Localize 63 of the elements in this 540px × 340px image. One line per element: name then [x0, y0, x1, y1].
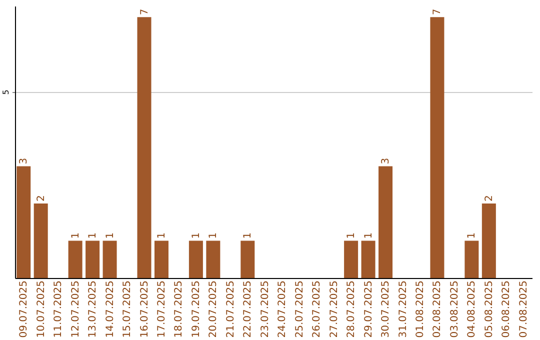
bar — [240, 240, 255, 278]
data-label: 2 — [36, 195, 47, 202]
bar — [154, 240, 168, 278]
data-label: 7 — [139, 8, 150, 16]
x-tick-label: 29.07.2025 — [363, 280, 374, 338]
bar — [482, 203, 496, 278]
bar — [361, 240, 376, 278]
bar — [86, 240, 100, 278]
x-tick-label: 14.07.2025 — [104, 280, 116, 338]
bar — [430, 17, 444, 278]
x-tick-label: 06.08.2025 — [501, 280, 512, 338]
data-label: 1 — [466, 232, 478, 239]
x-tick-label: 16.07.2025 — [139, 280, 150, 338]
x-tick-label: 15.07.2025 — [122, 280, 134, 338]
x-tick-label: 25.07.2025 — [294, 280, 306, 338]
x-tick-label: 26.07.2025 — [312, 280, 323, 338]
x-tick-label: 05.08.2025 — [484, 280, 495, 338]
x-tick-label: 22.07.2025 — [242, 280, 254, 338]
x-tick-label: 20.07.2025 — [208, 280, 220, 338]
data-label: 3 — [18, 158, 30, 164]
bar — [206, 240, 220, 278]
data-label: 2 — [484, 195, 495, 202]
x-tick-label: 24.07.2025 — [277, 280, 288, 338]
bar — [34, 203, 48, 278]
data-label: 3 — [380, 158, 392, 164]
y-tick-label: 5 — [2, 90, 10, 95]
bar — [464, 240, 479, 278]
bar — [378, 166, 393, 278]
x-tick-label: 27.07.2025 — [328, 280, 340, 338]
x-tick-label: 11.07.2025 — [53, 280, 64, 338]
x-tick-label: 19.07.2025 — [190, 280, 202, 338]
x-tick-label: 21.07.2025 — [225, 280, 236, 338]
bar — [16, 166, 31, 278]
data-label: 1 — [363, 232, 374, 239]
x-tick-label: 31.07.2025 — [398, 280, 409, 338]
data-label: 1 — [104, 232, 116, 239]
x-tick-label: 03.08.2025 — [449, 280, 460, 338]
x-tick-label: 28.07.2025 — [346, 280, 358, 338]
data-label: 1 — [208, 232, 220, 239]
bar — [188, 240, 203, 278]
x-tick-label: 18.07.2025 — [174, 280, 185, 338]
data-label: 1 — [346, 232, 358, 239]
bar — [344, 240, 358, 278]
bar — [137, 17, 152, 278]
data-label: 1 — [190, 232, 202, 239]
bar — [68, 240, 82, 278]
x-tick-label: 04.08.2025 — [466, 280, 478, 338]
x-tick-label: 12.07.2025 — [70, 280, 82, 338]
data-label: 7 — [432, 8, 444, 16]
x-tick-label: 23.07.2025 — [260, 280, 271, 338]
x-tick-label: 07.08.2025 — [518, 280, 530, 338]
bar — [102, 240, 117, 278]
x-tick-label: 13.07.2025 — [88, 280, 99, 338]
x-tick-label: 17.07.2025 — [156, 280, 168, 338]
data-label: 1 — [88, 232, 99, 239]
x-tick-label: 09.07.2025 — [18, 280, 30, 338]
data-label: 1 — [156, 232, 168, 239]
x-tick-label: 10.07.2025 — [36, 280, 47, 338]
x-tick-label: 30.07.2025 — [380, 280, 392, 338]
x-tick-label: 02.08.2025 — [432, 280, 444, 338]
data-label: 1 — [70, 232, 82, 239]
data-label: 1 — [242, 232, 254, 239]
x-tick-label: 01.08.2025 — [414, 280, 426, 338]
